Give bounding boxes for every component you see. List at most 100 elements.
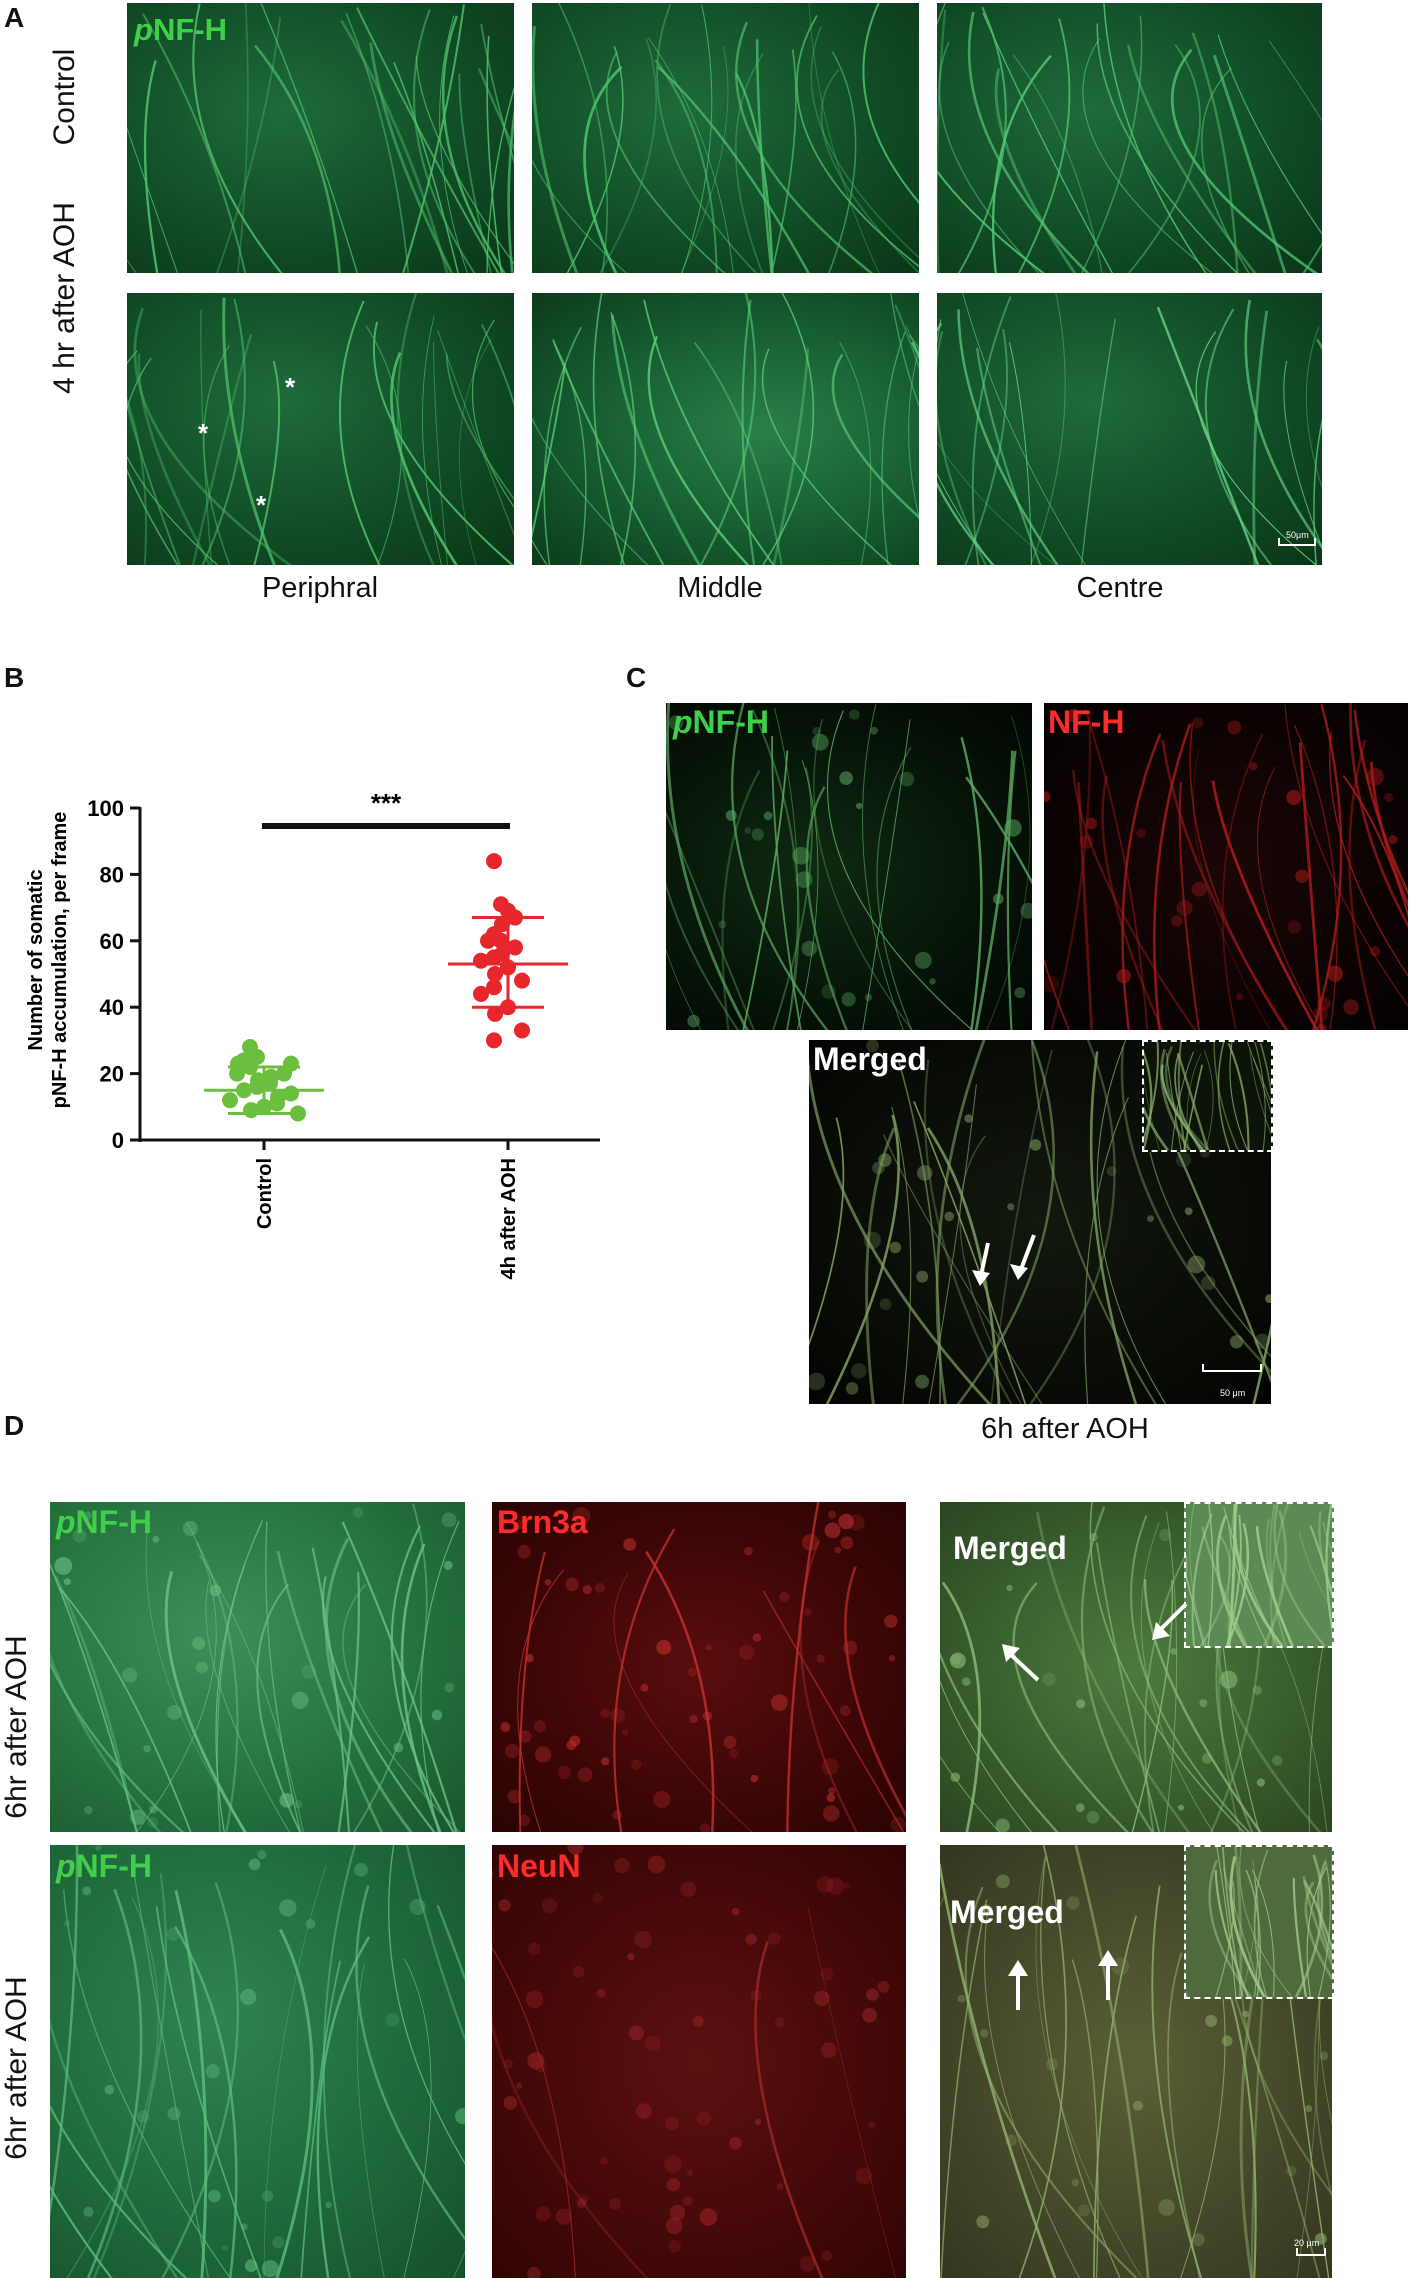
axon-fiber: [1294, 1854, 1324, 1997]
cell-soma: [507, 1789, 522, 1804]
panel-d-brn3a-label: Brn3a: [497, 1504, 588, 1540]
axon-fiber: [50, 1845, 79, 2219]
cell-soma: [705, 1644, 712, 1651]
axon-fiber: [809, 1117, 845, 1347]
cell-soma: [696, 2111, 712, 2126]
axon-fiber: [774, 707, 799, 1030]
cell-soma: [826, 1877, 844, 1895]
cell-soma: [1075, 1803, 1085, 1813]
axon-fiber: [1283, 360, 1322, 549]
axon-fiber: [1089, 1051, 1138, 1404]
axon-fiber: [356, 1963, 385, 2278]
axon-fiber: [50, 1660, 185, 1832]
axon-fiber: [1252, 310, 1269, 565]
axon-fiber: [1221, 733, 1264, 1030]
axon-fiber: [699, 293, 757, 565]
axon-fiber: [388, 1845, 465, 2165]
axon-fiber: [1164, 1045, 1210, 1150]
axon-fiber: [58, 1587, 192, 1832]
axon-fiber: [1191, 1513, 1213, 1646]
cell-soma: [915, 1374, 929, 1389]
axon-fiber: [1234, 1847, 1243, 1997]
axon-fiber: [50, 2185, 113, 2278]
axon-fiber: [492, 1946, 576, 2278]
cell-soma: [774, 2017, 785, 2028]
axon-fiber: [403, 1958, 432, 2278]
axon-fiber: [1304, 1881, 1332, 1981]
axon-fiber: [937, 330, 988, 565]
cell-signal: [492, 1845, 896, 2278]
cell-soma: [750, 1989, 762, 2001]
cell-soma: [1327, 965, 1343, 982]
cell-soma: [1369, 946, 1380, 957]
cell-soma: [1175, 1152, 1192, 1168]
cell-soma: [962, 1677, 971, 1686]
axon-fiber: [605, 51, 726, 273]
axon-fiber: [1268, 40, 1322, 122]
axon-fiber: [1213, 1042, 1239, 1150]
cell-soma: [1184, 1207, 1193, 1216]
cell-soma: [1159, 1528, 1172, 1542]
axon-fiber: [316, 1936, 371, 2278]
axon-fiber: [127, 350, 219, 565]
cell-soma: [689, 1715, 698, 1724]
cell-soma: [863, 1231, 881, 1249]
cell-soma: [152, 1535, 160, 1543]
axon-fiber: [203, 344, 231, 565]
cell-soma: [393, 1742, 404, 1753]
axon-fiber: [1080, 15, 1143, 273]
cell-soma: [755, 2118, 762, 2125]
axon-fiber: [1012, 54, 1103, 273]
micrograph-c-merged: [809, 1040, 1271, 1404]
axon-fiber: [1342, 774, 1408, 919]
axon-fiber: [552, 339, 665, 565]
cell-soma: [1171, 915, 1183, 927]
cell-soma: [744, 827, 751, 834]
axon-fiber: [1191, 32, 1239, 273]
cell-soma: [631, 1759, 642, 1770]
panel-d-merged-label-1: Merged: [953, 1530, 1067, 1566]
axon-fiber: [345, 12, 410, 273]
axon-fiber: [1298, 1530, 1332, 1612]
cell-soma: [1313, 1006, 1329, 1021]
axon-fiber: [236, 3, 249, 273]
axon-fiber: [1144, 1051, 1153, 1150]
axon-fiber: [771, 735, 802, 1030]
axon-fiber: [477, 67, 514, 152]
cell-soma: [856, 802, 863, 810]
cell-soma: [500, 1722, 511, 1733]
cell-soma: [305, 1919, 316, 1929]
x-axis: Control 4h after AOH: [140, 1138, 600, 1280]
cell-soma: [72, 1528, 87, 1543]
axon-fiber: [894, 304, 919, 371]
cell-signal: [500, 1502, 906, 1832]
axon-fiber: [532, 539, 548, 565]
axon-fiber: [92, 1873, 168, 2278]
axon-fiber: [680, 46, 729, 273]
axon-fiber: [1228, 1523, 1269, 1646]
cell-soma: [916, 1270, 929, 1283]
panel-b-letter: B: [4, 662, 25, 693]
axon-fiber: [799, 1540, 858, 1832]
axon-fiber: [393, 62, 459, 273]
cell-soma: [1067, 708, 1081, 723]
cell-soma: [294, 1800, 303, 1809]
axon-fiber: [734, 53, 764, 273]
cell-soma: [950, 1772, 961, 1782]
cell-soma: [866, 1040, 879, 1053]
axon-fiber: [965, 776, 1032, 885]
cell-soma: [1106, 1166, 1117, 1177]
axon-fiber: [1126, 44, 1257, 273]
axon-fiber: [1322, 1521, 1332, 1555]
axon-fiber: [322, 1845, 357, 2278]
cell-soma: [352, 1507, 364, 1518]
axon-fiber: [127, 397, 147, 565]
cell-soma: [888, 1655, 896, 1662]
y-tick-label: 0: [112, 1128, 124, 1153]
data-point: [473, 952, 489, 969]
cell-soma: [354, 1862, 368, 1877]
y-tick-label: 100: [87, 796, 124, 821]
data-point: [487, 966, 503, 982]
cell-soma: [729, 1749, 739, 1759]
axon-fiber: [940, 1651, 1059, 1832]
